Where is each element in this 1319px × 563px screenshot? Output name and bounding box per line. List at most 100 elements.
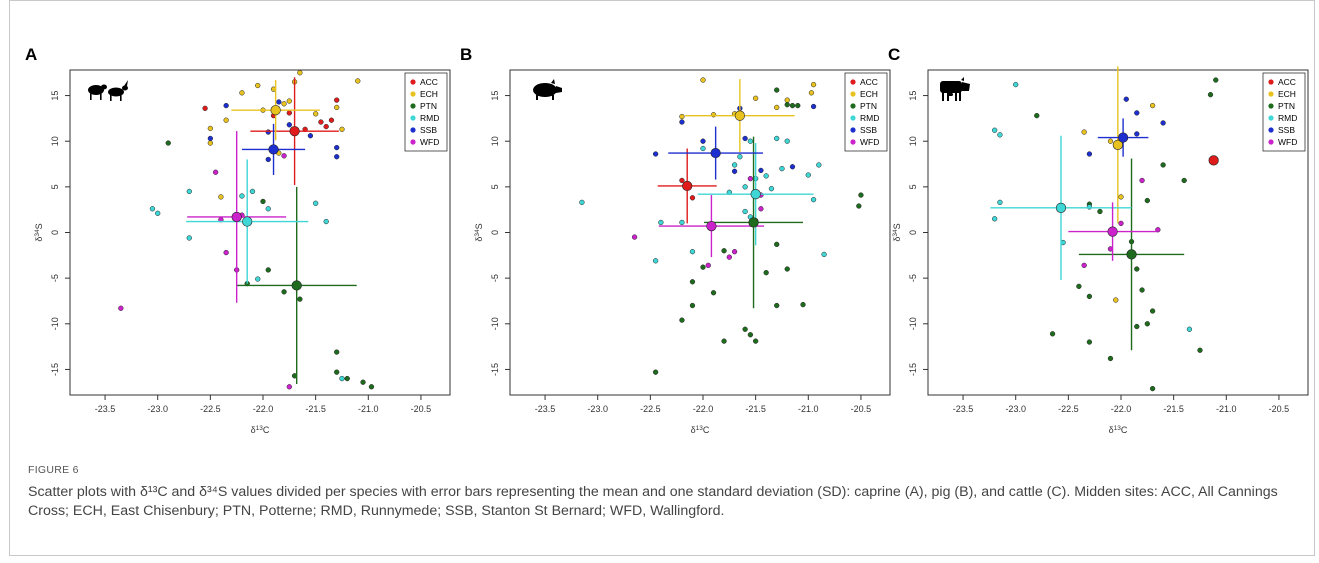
data-point: [286, 384, 292, 390]
x-axis-label: δ13C: [1109, 425, 1128, 435]
data-point: [679, 219, 685, 226]
y-tick-label: -5: [490, 274, 500, 282]
data-point: [186, 235, 192, 241]
x-tick-label: -22.0: [693, 404, 714, 414]
legend-swatch: [1268, 91, 1274, 97]
mean-point: [291, 280, 302, 291]
data-point: [344, 375, 350, 382]
panel-c: C -23.5 -23.0 -22.5 -22.0 -21.5 -21.0 -20.5 -15…: [888, 45, 1309, 435]
mean-point: [750, 189, 761, 200]
y-tick-label: -5: [908, 274, 918, 282]
y-axis-label: δ34S: [474, 223, 484, 241]
mean-point: [270, 105, 281, 116]
data-point: [186, 188, 192, 195]
data-point: [1197, 347, 1203, 353]
y-tick-label: 10: [908, 136, 918, 146]
mean-point: [1112, 139, 1123, 150]
data-point: [742, 184, 748, 190]
y-tick-label: 10: [50, 136, 60, 146]
data-point: [731, 249, 738, 255]
data-point: [334, 349, 340, 355]
x-tick-label: -21.0: [1216, 404, 1237, 414]
data-point: [810, 196, 817, 203]
y-tick-label: 10: [490, 136, 500, 146]
x-tick-label: -22.5: [1058, 404, 1079, 414]
legend-label: WFD: [420, 137, 439, 147]
data-point: [679, 119, 685, 125]
data-point: [1034, 112, 1040, 119]
legend-swatch: [410, 91, 416, 97]
legend-swatch: [1268, 103, 1274, 109]
legend-swatch: [410, 79, 416, 85]
data-point: [165, 140, 171, 146]
data-point: [218, 194, 224, 200]
data-point: [652, 151, 659, 157]
data-point: [700, 145, 706, 152]
data-point: [1118, 194, 1124, 200]
data-point: [339, 126, 345, 132]
y-tick-label: 0: [490, 230, 500, 235]
legend-swatch: [850, 79, 856, 85]
data-point: [784, 138, 790, 144]
data-point: [1144, 197, 1150, 204]
data-point: [286, 98, 292, 104]
legend-box: [1262, 72, 1306, 152]
legend-swatch: [410, 103, 416, 109]
legend-label: SSB: [860, 125, 877, 135]
data-point: [679, 317, 685, 323]
y-tick-label: 15: [50, 91, 60, 101]
data-point: [297, 296, 303, 302]
legend-label: PTN: [1278, 101, 1295, 111]
legend-swatch: [1268, 115, 1274, 121]
data-point: [1186, 326, 1193, 332]
mean-point: [706, 221, 717, 232]
data-point: [774, 302, 780, 309]
data-point: [334, 154, 340, 160]
x-tick-label: -23.0: [147, 404, 168, 414]
legend-swatch: [410, 115, 416, 121]
legend-label: SSB: [1278, 125, 1295, 135]
plot-frame: [69, 69, 451, 396]
data-point: [710, 112, 717, 118]
data-point: [705, 262, 711, 269]
data-point: [360, 379, 366, 385]
data-point: [774, 104, 780, 111]
data-point: [276, 99, 282, 105]
y-tick-label: 5: [908, 184, 918, 189]
data-point: [1107, 355, 1114, 362]
data-point: [658, 219, 664, 226]
data-point: [323, 218, 329, 225]
data-point: [768, 186, 775, 192]
data-point: [789, 102, 796, 109]
x-tick-label: -22.5: [640, 404, 661, 414]
legend-swatch: [850, 127, 856, 133]
data-point: [286, 122, 292, 128]
data-point: [747, 175, 754, 182]
panel-letter: A: [25, 45, 37, 64]
data-point: [207, 140, 214, 146]
data-point: [286, 110, 292, 116]
data-point: [334, 369, 340, 375]
data-point: [202, 105, 208, 111]
mean-point: [1055, 202, 1067, 213]
axes: -23.5 -23.0 -22.5 -22.0 -21.5 -21.0 -20.5 -15 -1…: [474, 91, 871, 435]
legend-label: RMD: [860, 113, 879, 123]
data-point: [747, 332, 754, 338]
legend-label: ECH: [860, 89, 878, 99]
data-point: [731, 162, 738, 168]
data-point: [1139, 287, 1145, 293]
legend-swatch: [410, 139, 416, 145]
data-point: [800, 301, 806, 308]
panel-a: A -23.5 -23.0 -22.5 -22.0 -21.5 -21.0 -20.5 -15…: [25, 45, 451, 435]
axes: -23.5 -23.0 -22.5 -22.0 -21.5 -21.0 -20.5 -15 -1…: [892, 91, 1289, 435]
data-point: [758, 167, 764, 174]
data-point: [1149, 308, 1156, 314]
data-point: [355, 78, 361, 84]
legend-swatch: [850, 115, 856, 121]
legend-swatch: [1268, 139, 1274, 145]
mean-point: [734, 110, 745, 121]
data-point: [212, 169, 219, 175]
figure-charts: A -23.5 -23.0 -22.5 -22.0 -21.5 -21.0 -20.5 -15…: [25, 45, 1309, 435]
data-point: [679, 177, 685, 184]
data-point: [281, 101, 287, 107]
